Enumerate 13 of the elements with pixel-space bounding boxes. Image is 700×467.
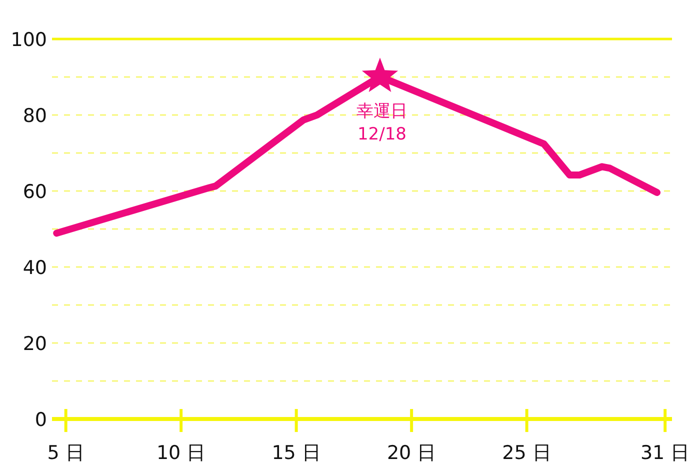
y-tick-label: 0 xyxy=(34,409,47,431)
y-tick-label: 60 xyxy=(22,181,47,203)
y-tick-label: 80 xyxy=(22,105,47,127)
x-tick-label: 10 日 xyxy=(156,442,206,464)
y-tick-label: 100 xyxy=(10,29,47,51)
x-tick-label: 20 日 xyxy=(386,442,436,464)
x-tick-label: 15 日 xyxy=(272,442,321,464)
y-tick-label: 20 xyxy=(22,333,47,355)
y-tick-label: 40 xyxy=(22,257,47,279)
x-tick-label: 31 日 xyxy=(640,442,690,464)
annotation: 幸運日 12/18 xyxy=(356,102,408,145)
x-tick-label: 5 日 xyxy=(47,442,84,464)
x-tick-label: 25 日 xyxy=(502,442,552,464)
